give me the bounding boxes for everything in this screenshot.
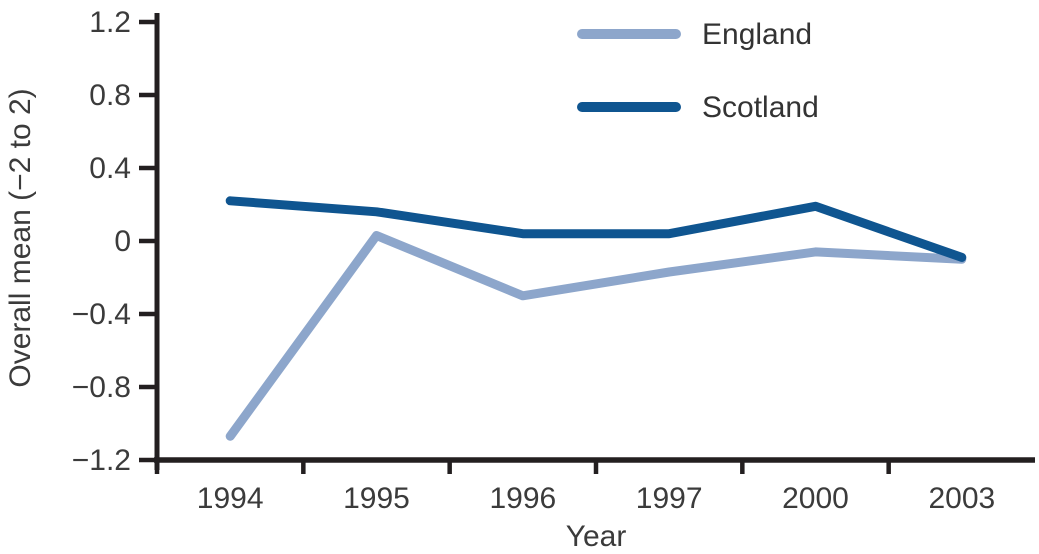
axes	[139, 13, 1035, 474]
series-line-scotland	[225, 196, 967, 262]
y-tick-label: 0	[114, 225, 131, 258]
legend-label-scotland: Scotland	[702, 91, 819, 124]
x-tick-label: 2003	[928, 482, 995, 515]
y-tick-label: 0.8	[89, 79, 131, 112]
y-tick-label: 1.2	[89, 6, 131, 39]
legend-label-england: England	[702, 18, 812, 51]
x-tick-label: 1995	[343, 482, 410, 515]
x-tick-label: 1997	[636, 482, 703, 515]
y-tick-label: 0.4	[89, 152, 131, 185]
series-line-england	[225, 231, 967, 441]
y-tick-label: −1.2	[72, 444, 131, 477]
y-tick-label: −0.8	[72, 371, 131, 404]
tick-labels: 1.2 0.8 0.4 0 −0.4 −0.8 −1.2 1994 1995 1996 1997 20…	[72, 6, 995, 515]
x-axis-title: Year	[566, 520, 627, 553]
data-series	[225, 196, 967, 441]
x-tick-label: 1996	[489, 482, 556, 515]
x-tick-label: 2000	[782, 482, 849, 515]
y-tick-label: −0.4	[72, 298, 131, 331]
x-tick-label: 1994	[197, 482, 264, 515]
y-axis-title: Overall mean (−2 to 2)	[4, 88, 37, 387]
legend: England Scotland	[577, 18, 819, 124]
